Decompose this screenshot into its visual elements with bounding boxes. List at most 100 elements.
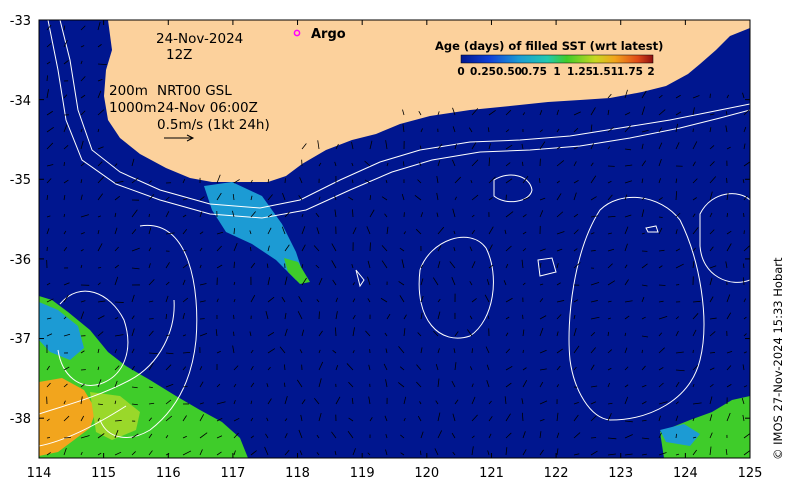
velocity-arrow — [199, 196, 205, 201]
velocity-arrow — [97, 176, 105, 184]
velocity-arrow — [381, 245, 388, 252]
velocity-arrow — [419, 450, 422, 456]
velocity-arrow — [419, 145, 422, 150]
velocity-arrow — [641, 284, 648, 287]
velocity-arrow — [97, 282, 101, 286]
velocity-arrow — [335, 396, 341, 405]
velocity-arrow — [165, 435, 169, 439]
velocity-arrow — [573, 402, 579, 405]
velocity-arrow — [299, 177, 303, 184]
velocity-arrow — [114, 227, 118, 235]
velocity-arrow — [641, 143, 644, 150]
velocity-arrow — [437, 311, 441, 320]
velocity-arrow — [641, 419, 647, 422]
velocity-arrow — [80, 435, 90, 439]
velocity-arrow — [725, 111, 728, 116]
velocity-arrow — [607, 232, 612, 235]
velocity-arrow — [624, 279, 629, 286]
x-tick-label: 114 — [27, 466, 52, 481]
velocity-arrow — [216, 231, 224, 235]
velocity-arrow — [539, 129, 543, 133]
velocity-arrow — [63, 400, 66, 405]
velocity-arrow — [46, 43, 52, 48]
velocity-arrow — [505, 129, 510, 133]
velocity-arrow — [182, 366, 187, 371]
velocity-arrow — [233, 242, 238, 252]
velocity-arrow — [573, 213, 579, 218]
velocity-arrow — [402, 124, 405, 133]
colorbar-tick-labels: 0 0.25 0.50 0.75 1 1.25 1.51 1.75 2 — [457, 66, 654, 78]
velocity-arrow — [692, 227, 699, 235]
velocity-arrow — [403, 396, 407, 405]
velocity-arrow — [97, 403, 103, 405]
velocity-arrow — [437, 261, 441, 269]
velocity-arrow — [624, 164, 633, 167]
velocity-arrow — [607, 382, 610, 388]
velocity-arrow — [556, 331, 559, 337]
velocity-arrow — [63, 333, 71, 337]
velocity-arrow — [97, 63, 107, 65]
velocity-arrow — [709, 176, 717, 184]
velocity-arrow — [726, 192, 729, 201]
velocity-arrow — [232, 210, 235, 218]
velocity-arrow — [658, 347, 665, 354]
velocity-arrow — [250, 400, 253, 405]
colorbar-tick-label: 1.75 — [617, 66, 643, 78]
velocity-arrow — [505, 211, 514, 218]
velocity-arrow — [402, 109, 405, 116]
plot-frame — [38, 19, 751, 459]
velocity-arrow — [63, 162, 65, 167]
velocity-arrow — [709, 229, 715, 235]
velocity-arrow — [624, 194, 628, 201]
velocity-arrow — [505, 263, 509, 269]
velocity-arrow — [641, 129, 649, 133]
velocity-arrow — [573, 453, 580, 456]
sea-level-contour — [39, 299, 175, 415]
velocity-arrow — [63, 366, 70, 371]
velocity-arrow — [114, 301, 124, 303]
velocity-arrow — [726, 312, 732, 320]
velocity-arrow — [471, 396, 476, 405]
velocity-arrow — [265, 311, 269, 320]
velocity-arrow — [485, 346, 490, 354]
sea-level-contour — [99, 224, 198, 438]
velocity-arrow — [97, 215, 101, 218]
velocity-arrow — [182, 450, 192, 456]
velocity-arrow — [334, 161, 337, 167]
velocity-arrow — [742, 179, 745, 184]
velocity-arrow — [742, 92, 745, 99]
velocity-arrow — [352, 350, 355, 354]
velocity-arrow — [658, 401, 668, 405]
velocity-arrow — [488, 433, 492, 439]
velocity-arrow — [709, 265, 717, 269]
velocity-arrow — [709, 127, 712, 133]
velocity-arrow — [383, 363, 388, 371]
velocity-arrow — [131, 403, 138, 406]
velocity-arrow — [624, 315, 630, 320]
velocity-arrow — [641, 178, 644, 184]
velocity-arrow — [335, 311, 338, 320]
velocity-arrow — [80, 249, 84, 252]
velocity-arrow — [743, 161, 750, 167]
velocity-arrow — [233, 179, 240, 184]
velocity-arrow — [351, 263, 354, 269]
velocity-arrow — [556, 248, 563, 252]
velocity-arrow — [607, 280, 616, 286]
velocity-arrow — [46, 437, 51, 439]
velocity-arrow — [332, 279, 337, 286]
filled-sst-coastal-green — [284, 258, 310, 284]
velocity-arrow — [539, 315, 547, 320]
velocity-arrow — [80, 383, 85, 388]
velocity-arrow — [114, 276, 119, 286]
velocity-arrow — [709, 446, 712, 456]
velocity-arrow — [709, 246, 714, 252]
velocity-arrow — [522, 214, 527, 218]
velocity-arrow — [624, 112, 631, 116]
velocity-arrow — [297, 311, 303, 320]
velocity-arrow — [726, 230, 732, 235]
velocity-arrow — [417, 415, 422, 422]
vector-scale-arrow — [164, 134, 195, 142]
velocity-arrow — [367, 260, 371, 269]
velocity-arrow — [131, 209, 138, 218]
velocity-arrow — [641, 160, 647, 167]
